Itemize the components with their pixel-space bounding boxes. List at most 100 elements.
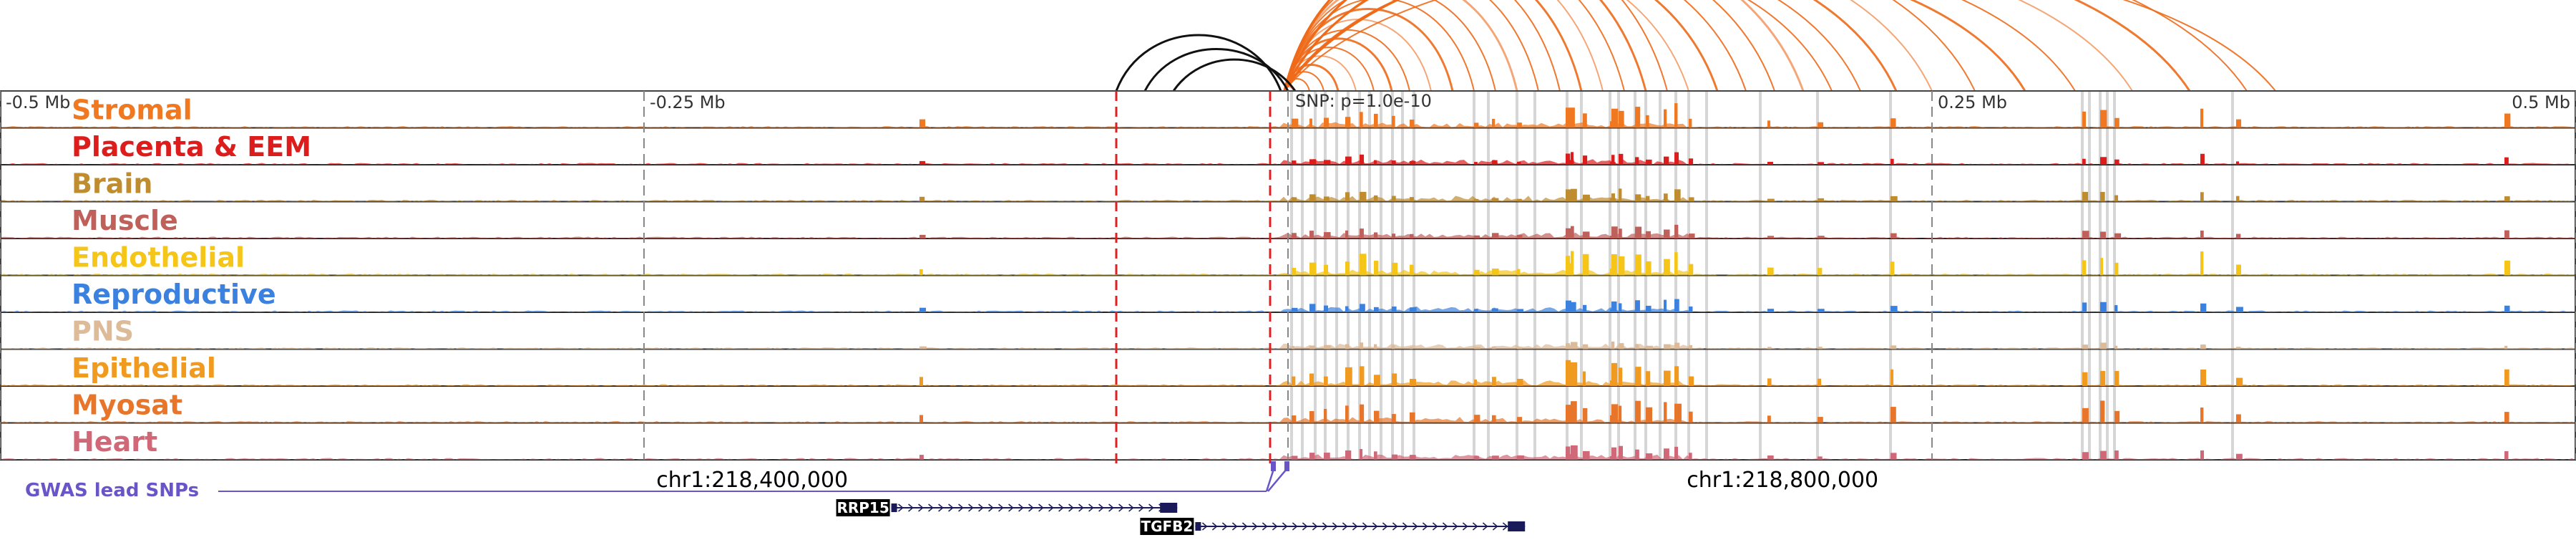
track-peak bbox=[1635, 226, 1642, 238]
gene-label-box bbox=[836, 499, 890, 516]
track-peak bbox=[1767, 161, 1774, 165]
strand-arrow bbox=[1502, 522, 1508, 531]
track-peak bbox=[2200, 303, 2207, 312]
track-peak bbox=[919, 377, 923, 386]
track-peak bbox=[1374, 410, 1380, 423]
track-peak bbox=[1474, 455, 1479, 460]
track-peak bbox=[1689, 344, 1692, 349]
track-peak bbox=[1374, 344, 1377, 349]
track-peak bbox=[2236, 453, 2243, 460]
track-peak bbox=[1517, 309, 1524, 312]
gene-rrp15: RRP15 bbox=[836, 499, 1178, 516]
track-peak bbox=[1890, 233, 1897, 238]
track-peak bbox=[1517, 122, 1522, 128]
track-peak bbox=[2504, 157, 2509, 165]
gene-label: TGFB2 bbox=[1141, 518, 1193, 535]
strand-arrow bbox=[1322, 522, 1328, 531]
track-peak bbox=[2236, 264, 2241, 276]
track-peak bbox=[1566, 153, 1571, 165]
strand-arrow bbox=[1402, 522, 1408, 531]
track-peak bbox=[1664, 448, 1669, 460]
track-peak bbox=[1611, 254, 1617, 276]
strand-arrow bbox=[1272, 522, 1278, 531]
strand-arrow bbox=[1252, 522, 1258, 531]
strand-arrow bbox=[978, 503, 984, 512]
track-peak bbox=[1571, 302, 1576, 312]
track-peak bbox=[1360, 304, 1365, 312]
strand-arrow bbox=[1452, 522, 1458, 531]
track-peak bbox=[1345, 117, 1351, 128]
track-peak bbox=[1767, 120, 1771, 128]
track-peak bbox=[1309, 194, 1316, 202]
snp-label: SNP: p=1.0e-10 bbox=[1295, 91, 1432, 111]
track-peak bbox=[1517, 234, 1523, 238]
strand-arrow bbox=[1088, 503, 1094, 512]
interaction-arc bbox=[1284, 0, 1976, 92]
signal-tracks: Stromal Placenta & EEM Brain Muscle Endothel… bbox=[0, 95, 2576, 461]
track-peak bbox=[2504, 412, 2509, 423]
track-peak bbox=[2504, 345, 2508, 349]
track-peak bbox=[1583, 231, 1590, 238]
track-peak bbox=[1474, 269, 1480, 276]
strand-arrow bbox=[1492, 522, 1498, 531]
strand-arrow bbox=[1302, 522, 1308, 531]
track-peak bbox=[1890, 158, 1894, 165]
track-peak bbox=[1324, 344, 1331, 349]
strand-arrow bbox=[1098, 503, 1104, 512]
track-peak bbox=[1345, 261, 1350, 276]
strand-arrow bbox=[1482, 522, 1488, 531]
track-peak bbox=[1566, 300, 1571, 312]
track-peak bbox=[1664, 259, 1670, 276]
track-peak bbox=[1292, 233, 1297, 238]
track-peak bbox=[1292, 376, 1296, 386]
track-peak bbox=[1818, 378, 1822, 386]
track-peak bbox=[1674, 403, 1682, 423]
track-peak bbox=[1619, 256, 1625, 276]
track-peak bbox=[1571, 401, 1577, 423]
track-peak bbox=[1474, 347, 1480, 349]
track-peak bbox=[919, 160, 926, 165]
track-peak bbox=[2100, 191, 2105, 202]
track-peak bbox=[1566, 256, 1571, 276]
interaction-arc bbox=[1284, 0, 2276, 92]
track-peak bbox=[2200, 344, 2206, 349]
track-peak bbox=[1360, 112, 1363, 128]
track-peak bbox=[1292, 455, 1298, 460]
track-peak bbox=[1646, 407, 1653, 423]
track-peak bbox=[1392, 454, 1398, 460]
track-peak bbox=[1664, 344, 1671, 349]
strand-arrow bbox=[1382, 522, 1388, 531]
track-peak bbox=[1517, 269, 1521, 276]
track-peak bbox=[2100, 342, 2107, 349]
track-peak bbox=[1392, 196, 1396, 202]
strand-arrow bbox=[1372, 522, 1378, 531]
track-peak bbox=[919, 415, 924, 423]
track-peak bbox=[1360, 228, 1364, 238]
track-peak bbox=[2100, 110, 2107, 128]
strand-arrow bbox=[1038, 503, 1044, 512]
track-peak bbox=[1635, 344, 1639, 349]
track-peak bbox=[1689, 158, 1694, 165]
track-peak bbox=[1374, 261, 1379, 276]
track-peak bbox=[1392, 345, 1395, 349]
track-peak bbox=[1474, 122, 1479, 128]
track-peak bbox=[2100, 258, 2104, 276]
track-peak bbox=[1646, 305, 1652, 312]
track-peak bbox=[2236, 307, 2243, 312]
gene-label-box bbox=[1140, 518, 1194, 535]
strand-arrow bbox=[1048, 503, 1054, 512]
gene-exon bbox=[891, 503, 897, 512]
gwas-connector bbox=[1265, 463, 1288, 492]
track-peak bbox=[1619, 153, 1624, 165]
strand-arrow bbox=[1138, 503, 1144, 512]
guide-lines bbox=[0, 90, 2576, 466]
track-peak bbox=[1517, 417, 1523, 423]
track-peak bbox=[1571, 445, 1578, 460]
track-peak bbox=[1818, 417, 1823, 423]
track-peak bbox=[2504, 260, 2511, 276]
strand-arrow bbox=[1342, 522, 1348, 531]
gwas-snp-mark bbox=[1284, 461, 1289, 471]
track-peak bbox=[1309, 453, 1315, 460]
track-peak bbox=[1664, 402, 1667, 423]
track-peak bbox=[1646, 261, 1652, 276]
